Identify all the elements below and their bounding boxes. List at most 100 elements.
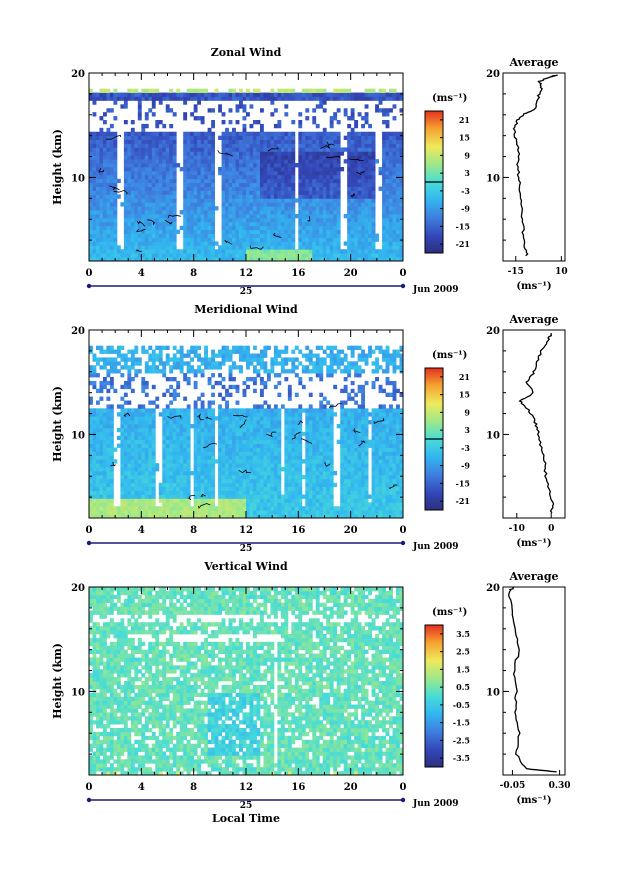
y-axis-label: Height (km) [51,643,64,719]
y-tick-label: 20 [71,69,85,80]
heatmap-field [89,345,404,519]
x-tick-label: 4 [138,525,145,536]
day-label: 25 [240,801,253,811]
profile-x-tick-label: 0.30 [549,781,571,791]
y-tick-label: 10 [71,430,85,441]
colorbar-tick-label: 2.5 [456,647,470,657]
date-label: Jun 2009 [412,285,459,295]
x-tick-label: 8 [190,525,197,536]
x-tick-label: 0 [86,268,93,279]
profile-frame [502,72,566,262]
date-label: Jun 2009 [412,542,459,552]
date-label: Jun 2009 [412,799,459,809]
profile-x-axis-label: (ms⁻¹) [516,538,551,549]
day-bar-start [86,540,92,546]
y-tick-label: 20 [71,583,85,594]
day-bar-end [400,283,406,289]
y-tick-label: 10 [71,173,85,184]
x-tick-label: 4 [138,782,145,793]
heatmap-field [89,88,404,262]
colorbar-tick-label: -3.5 [453,753,470,763]
profile-x-tick-label: 0 [548,524,554,534]
colorbar-tick-label: 21 [459,372,470,382]
colorbar-tick-label: 1.5 [456,664,470,674]
profile-title: Average [508,56,558,69]
x-tick-label: 0 [400,782,407,793]
x-tick-label: 20 [344,525,358,536]
panel-title: Vertical Wind [203,560,288,573]
profile-y-tick-label: 20 [486,69,500,80]
heatmap-field [89,587,404,776]
colorbar-tick-label: 3.5 [456,629,470,639]
colorbar-unit-label: (ms⁻¹) [432,93,467,104]
colorbar-tick-label: 9 [464,407,470,417]
colorbar-tick-label: 0.5 [456,682,470,692]
x-tick-label: 4 [138,268,145,279]
x-tick-label: 12 [239,782,253,793]
y-axis-label: Height (km) [51,386,64,462]
colorbar-unit-label: (ms⁻¹) [432,350,467,361]
zero-contours [110,403,398,510]
day-bar-start [86,283,92,289]
day-label: 25 [240,544,253,554]
x-tick-label: 20 [344,782,358,793]
profile-x-tick-label: -0.05 [500,781,526,791]
x-tick-label: 0 [400,268,407,279]
colorbar [424,624,444,768]
profile-title: Average [508,313,558,326]
profile-y-tick-label: 10 [486,173,500,184]
x-tick-label: 8 [190,268,197,279]
colorbar-tick-label: -3 [461,443,470,453]
profile-y-tick-label: 20 [486,583,500,594]
panel-title: Meridional Wind [194,303,298,316]
profile-frame [502,586,566,776]
colorbar-tick-label: -9 [461,461,470,471]
x-tick-label: 12 [239,268,253,279]
x-tick-label: 20 [344,268,358,279]
y-tick-label: 20 [71,326,85,337]
x-tick-label: 16 [291,268,305,279]
profile-y-tick-label: 20 [486,326,500,337]
colorbar-tick-label: 9 [464,150,470,160]
day-bar-end [400,797,406,803]
x-axis-label: Local Time [212,812,280,825]
x-tick-label: 16 [291,782,305,793]
colorbar-tick-label: -21 [456,239,470,249]
profile-frame [502,329,566,519]
profile-title: Average [508,570,558,583]
day-bar-end [400,540,406,546]
colorbar-tick-label: 15 [459,390,470,400]
colorbar-tick-label: 15 [459,133,470,143]
profile-x-axis-label: (ms⁻¹) [516,281,551,292]
colorbar-tick-label: -1.5 [453,718,470,728]
profile-line [518,333,555,514]
x-tick-label: 16 [291,525,305,536]
colorbar-tick-label: -15 [456,221,470,231]
x-tick-label: 12 [239,525,253,536]
colorbar-tick-label: -3 [461,186,470,196]
colorbar-tick-label: -0.5 [453,700,470,710]
zero-contours [98,134,365,252]
profile-x-axis-label: (ms⁻¹) [516,795,551,806]
colorbar-tick-label: 3 [464,425,470,435]
x-tick-label: 0 [86,525,93,536]
profile-x-tick-label: -10 [509,524,525,534]
colorbar-tick-label: -2.5 [453,735,470,745]
x-tick-label: 0 [86,782,93,793]
day-label: 25 [240,287,253,297]
profile-line [507,586,557,773]
profile-y-tick-label: 10 [486,687,500,698]
x-tick-label: 0 [400,525,407,536]
colorbar-tick-label: -15 [456,478,470,488]
profile-y-tick-label: 10 [486,430,500,441]
profile-x-tick-label: 10 [555,267,568,277]
colorbar-tick-label: -9 [461,204,470,214]
colorbar-tick-label: 3 [464,168,470,178]
profile-line [512,74,558,257]
colorbar-unit-label: (ms⁻¹) [432,607,467,618]
profile-x-tick-label: -15 [508,267,524,277]
colorbar-tick-label: 21 [459,115,470,125]
y-axis-label: Height (km) [51,129,64,205]
day-bar-start [86,797,92,803]
